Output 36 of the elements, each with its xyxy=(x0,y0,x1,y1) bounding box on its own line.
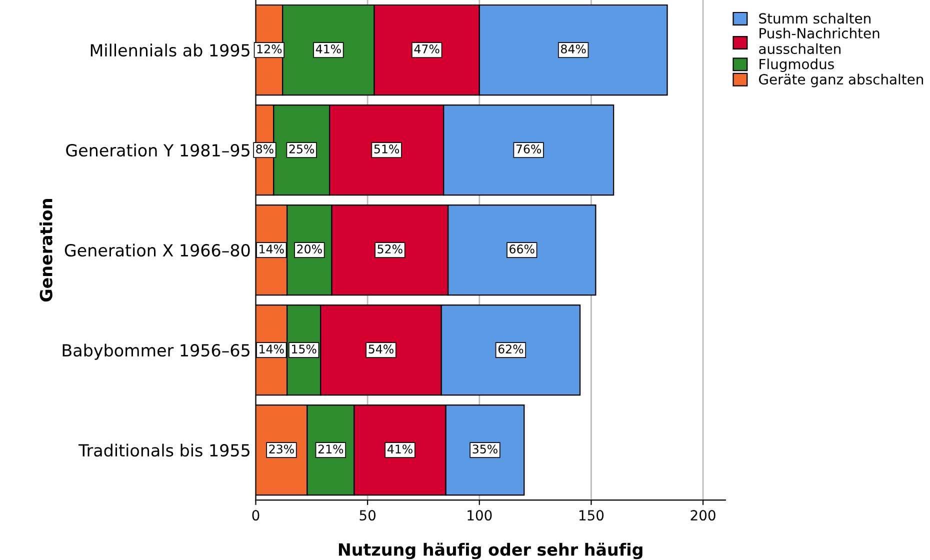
y-tick-label: Traditionals bis 1955 xyxy=(78,444,250,457)
data-label: 41% xyxy=(316,44,341,54)
data-label: 8% xyxy=(256,144,274,154)
x-tick-label: 100 xyxy=(468,510,492,521)
data-label: 52% xyxy=(378,244,402,254)
data-label: 76% xyxy=(516,144,542,154)
y-tick-label: Generation X 1966–80 xyxy=(64,244,250,257)
y-axis-title: Generation xyxy=(40,199,52,302)
legend-label: Geräte ganz abschalten xyxy=(759,74,924,88)
data-label: 47% xyxy=(414,44,440,54)
legend-label: Stumm schalten xyxy=(759,12,870,24)
data-label: 20% xyxy=(297,244,322,254)
data-label: 25% xyxy=(289,144,314,154)
data-label: 21% xyxy=(318,444,344,454)
x-tick-label: 150 xyxy=(579,510,604,521)
data-label: 51% xyxy=(374,144,400,154)
x-tick-label: 50 xyxy=(360,510,376,521)
x-axis-title: Nutzung häufig oder sehr häufig xyxy=(338,542,642,560)
data-label: 62% xyxy=(498,344,524,354)
data-label: 12% xyxy=(257,44,282,54)
data-label: 84% xyxy=(561,44,586,54)
x-tick-label: 0 xyxy=(252,510,260,521)
legend-label: Push-Nachrichten ausschalten xyxy=(759,28,880,54)
data-label: 23% xyxy=(269,444,294,454)
data-label: 14% xyxy=(260,344,284,354)
data-label: 35% xyxy=(472,444,498,454)
data-label: 14% xyxy=(260,244,284,254)
legend-label: Flugmodus xyxy=(760,58,834,72)
data-label: 54% xyxy=(368,344,394,354)
x-tick-label: 200 xyxy=(690,510,716,521)
y-tick-label: Babybommer 1956–65 xyxy=(62,344,250,360)
data-label: 41% xyxy=(387,444,412,454)
y-tick-label: Millennials ab 1995 xyxy=(90,44,250,57)
data-label: 66% xyxy=(510,244,534,254)
y-tick-label: Generation Y 1981–95 xyxy=(66,144,250,157)
data-label: 15% xyxy=(292,344,316,354)
